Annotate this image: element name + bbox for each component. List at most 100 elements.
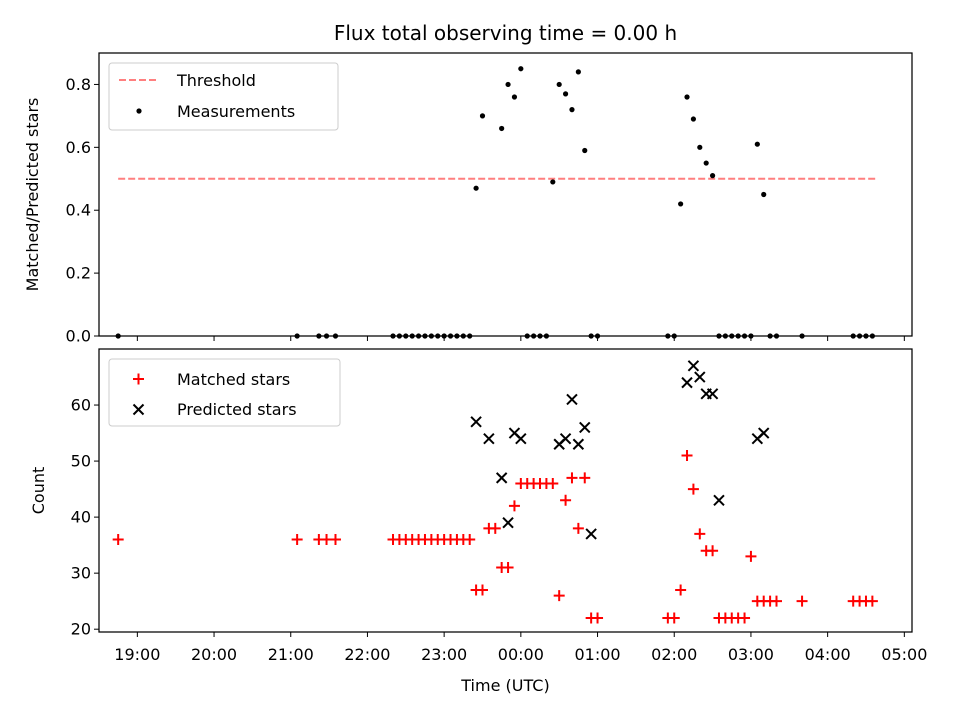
matched-stars-point xyxy=(687,483,699,495)
bottom-axes-frame xyxy=(98,348,913,633)
matched-stars-point xyxy=(771,595,782,607)
top-y-axis: 0.0 0.2 0.4 0.6 0.8 xyxy=(66,75,99,346)
bottom-y-tick-label: 40 xyxy=(71,508,91,527)
matched-stars-point xyxy=(579,472,591,484)
predicted-stars-point xyxy=(566,393,578,406)
bottom-legend: Matched stars Predicted stars xyxy=(108,358,341,427)
predicted-stars-point xyxy=(559,432,572,445)
bottom-x-tick-label: 19:00 xyxy=(114,645,160,664)
bottom-x-tick-label: 02:00 xyxy=(651,645,697,664)
measurement-point xyxy=(697,144,703,150)
matched-stars-point xyxy=(508,500,520,512)
matched-stars-point xyxy=(112,534,124,546)
measurement-point xyxy=(703,160,709,166)
predicted-stars-point xyxy=(572,438,585,450)
measurement-point xyxy=(499,125,505,132)
bottom-x-tick-label: 20:00 xyxy=(191,645,237,664)
measurement-point xyxy=(690,116,697,122)
top-legend: Threshold Measurements xyxy=(108,62,339,131)
bottom-y-tick-label: 60 xyxy=(71,396,91,415)
measurement-point xyxy=(518,66,524,72)
bottom-y-tick-label: 30 xyxy=(71,564,91,583)
bottom-x-axis-label: Time (UTC) xyxy=(460,676,549,695)
matched-stars-point xyxy=(745,550,757,562)
bottom-x-tick-label: 04:00 xyxy=(805,645,851,664)
measurement-point xyxy=(505,81,511,88)
matched-stars-point xyxy=(464,534,476,546)
measurement-point xyxy=(569,107,575,113)
bottom-x-tick-label: 22:00 xyxy=(344,645,390,664)
legend-predicted-label: Predicted stars xyxy=(177,400,297,419)
matched-stars-point xyxy=(566,472,578,484)
measurement-point xyxy=(582,147,588,154)
measurement-point xyxy=(473,185,479,191)
bottom-plot-area xyxy=(112,360,878,624)
top-legend-box xyxy=(108,62,339,131)
bottom-y-tick-label: 50 xyxy=(71,452,91,471)
matched-stars-point xyxy=(592,612,604,624)
legend-matched-label: Matched stars xyxy=(177,370,290,389)
legend-predicted-swatch xyxy=(132,403,145,416)
matched-stars-point xyxy=(291,534,303,546)
predicted-stars-point xyxy=(579,421,591,434)
bottom-x-tick-label: 21:00 xyxy=(268,645,314,664)
bottom-y-tick-label: 20 xyxy=(71,620,91,639)
top-x-axis xyxy=(136,336,905,341)
matched-stars-point xyxy=(739,612,751,624)
legend-threshold-label: Threshold xyxy=(176,71,256,90)
matched-stars-point xyxy=(329,534,341,546)
matched-stars-point xyxy=(681,449,693,461)
matched-stars-point xyxy=(553,590,565,602)
measurement-point xyxy=(479,113,486,119)
matched-stars-point xyxy=(707,545,719,557)
predicted-stars-point xyxy=(483,432,495,445)
predicted-stars-point xyxy=(585,528,597,540)
matched-stars-point xyxy=(572,522,584,534)
top-axes-frame xyxy=(98,52,913,337)
measurement-point xyxy=(511,94,518,100)
predicted-stars-point xyxy=(470,416,482,428)
legend-measurements-swatch xyxy=(136,108,142,114)
predicted-stars-point xyxy=(713,494,725,507)
top-y-tick-label: 0.6 xyxy=(66,138,91,157)
matched-stars-point xyxy=(489,522,501,534)
predicted-stars-point xyxy=(495,472,508,484)
bottom-legend-box xyxy=(108,358,341,427)
matched-stars-point xyxy=(866,595,878,607)
predicted-stars-point xyxy=(758,427,770,439)
matched-stars-point xyxy=(547,477,559,489)
top-y-tick-label: 0.4 xyxy=(66,201,91,220)
top-y-axis-label: Matched/Predicted stars xyxy=(23,98,42,292)
top-y-tick-label: 0.8 xyxy=(66,75,91,94)
bottom-x-tick-label: 05:00 xyxy=(881,645,927,664)
matched-stars-point xyxy=(560,494,572,506)
bottom-y-axis-label: Count xyxy=(29,467,48,515)
bottom-x-axis: 19:00 20:00 21:00 22:00 23:00 00:00 01:00 02:00… xyxy=(114,632,927,664)
predicted-stars-point xyxy=(706,388,719,400)
measurement-point xyxy=(550,179,556,185)
legend-matched-swatch xyxy=(133,373,144,385)
bottom-x-tick-label: 01:00 xyxy=(574,645,620,664)
measurement-point xyxy=(562,91,569,97)
predicted-stars-point xyxy=(502,517,514,529)
measurement-point xyxy=(575,69,581,75)
bottom-x-tick-label: 00:00 xyxy=(498,645,544,664)
predicted-stars-point xyxy=(694,371,706,383)
matched-stars-point xyxy=(675,584,687,596)
predicted-stars-point xyxy=(687,360,700,372)
matched-stars-point xyxy=(694,528,706,540)
bottom-x-tick-label: 23:00 xyxy=(421,645,467,664)
measurement-point xyxy=(709,173,716,179)
bottom-x-tick-label: 03:00 xyxy=(728,645,774,664)
matched-stars-point xyxy=(796,595,808,607)
predicted-stars-point xyxy=(515,432,527,445)
top-y-tick-label: 0.2 xyxy=(66,264,91,283)
measurement-point xyxy=(761,191,767,198)
matched-stars-point xyxy=(668,612,680,624)
predicted-stars-point xyxy=(681,376,693,389)
measurement-point xyxy=(684,94,690,100)
matched-stars-point xyxy=(476,584,488,596)
measurement-point xyxy=(556,81,562,88)
top-y-tick-label: 0.0 xyxy=(66,327,91,346)
